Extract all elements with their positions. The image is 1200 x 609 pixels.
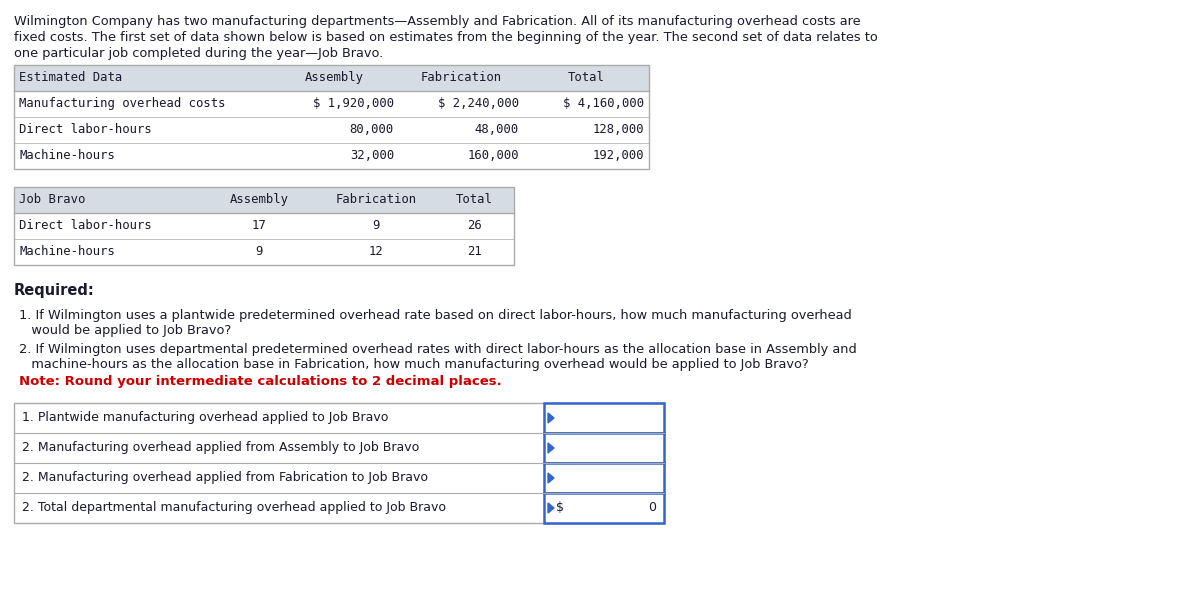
Text: fixed costs. The first set of data shown below is based on estimates from the be: fixed costs. The first set of data shown…: [14, 31, 877, 44]
Text: machine-hours as the allocation base in Fabrication, how much manufacturing over: machine-hours as the allocation base in …: [19, 358, 809, 371]
Text: 192,000: 192,000: [593, 149, 644, 162]
Text: $: $: [556, 501, 564, 514]
Text: Total: Total: [456, 193, 492, 206]
Bar: [14, 187, 514, 265]
Text: $ 2,240,000: $ 2,240,000: [438, 97, 520, 110]
Text: Fabrication: Fabrication: [420, 71, 502, 84]
Text: 2. Manufacturing overhead applied from Assembly to Job Bravo: 2. Manufacturing overhead applied from A…: [22, 441, 419, 454]
Polygon shape: [548, 443, 554, 453]
Text: 2. Manufacturing overhead applied from Fabrication to Job Bravo: 2. Manufacturing overhead applied from F…: [22, 471, 428, 484]
Text: 26: 26: [467, 219, 481, 232]
Bar: [14, 65, 649, 91]
Text: would be applied to Job Bravo?: would be applied to Job Bravo?: [19, 324, 232, 337]
Text: Total: Total: [568, 71, 605, 84]
Text: Direct labor-hours: Direct labor-hours: [19, 123, 151, 136]
Text: 0: 0: [648, 501, 656, 514]
Text: 48,000: 48,000: [475, 123, 520, 136]
Text: 1. Plantwide manufacturing overhead applied to Job Bravo: 1. Plantwide manufacturing overhead appl…: [22, 411, 389, 424]
Bar: [544, 403, 664, 433]
Text: 32,000: 32,000: [349, 149, 394, 162]
Polygon shape: [548, 413, 554, 423]
Text: Note: Round your intermediate calculations to 2 decimal places.: Note: Round your intermediate calculatio…: [19, 375, 502, 388]
Text: 80,000: 80,000: [349, 123, 394, 136]
Text: 1. If Wilmington uses a plantwide predetermined overhead rate based on direct la: 1. If Wilmington uses a plantwide predet…: [19, 309, 852, 322]
Polygon shape: [548, 503, 554, 513]
Text: Fabrication: Fabrication: [336, 193, 416, 206]
Text: Manufacturing overhead costs: Manufacturing overhead costs: [19, 97, 226, 110]
Bar: [14, 403, 664, 523]
Text: 128,000: 128,000: [593, 123, 644, 136]
Text: Required:: Required:: [14, 283, 95, 298]
Text: 2. Total departmental manufacturing overhead applied to Job Bravo: 2. Total departmental manufacturing over…: [22, 501, 446, 514]
Text: Estimated Data: Estimated Data: [19, 71, 122, 84]
Text: 17: 17: [252, 219, 266, 232]
Bar: [544, 463, 664, 493]
Polygon shape: [548, 473, 554, 483]
Text: Direct labor-hours: Direct labor-hours: [19, 219, 151, 232]
Text: one particular job completed during the year—Job Bravo.: one particular job completed during the …: [14, 47, 383, 60]
Bar: [544, 493, 664, 523]
Text: $ 4,160,000: $ 4,160,000: [563, 97, 644, 110]
Text: Assembly: Assembly: [305, 71, 364, 84]
Bar: [544, 433, 664, 463]
Text: Machine-hours: Machine-hours: [19, 245, 115, 258]
Text: Wilmington Company has two manufacturing departments—Assembly and Fabrication. A: Wilmington Company has two manufacturing…: [14, 15, 860, 28]
Text: Machine-hours: Machine-hours: [19, 149, 115, 162]
Bar: [14, 65, 649, 169]
Text: 9: 9: [256, 245, 263, 258]
Bar: [14, 187, 514, 213]
Text: 160,000: 160,000: [467, 149, 520, 162]
Text: Job Bravo: Job Bravo: [19, 193, 85, 206]
Text: 12: 12: [368, 245, 383, 258]
Text: 2. If Wilmington uses departmental predetermined overhead rates with direct labo: 2. If Wilmington uses departmental prede…: [19, 343, 857, 356]
Text: 9: 9: [372, 219, 379, 232]
Text: $ 1,920,000: $ 1,920,000: [313, 97, 394, 110]
Text: 21: 21: [467, 245, 481, 258]
Text: Assembly: Assembly: [229, 193, 288, 206]
